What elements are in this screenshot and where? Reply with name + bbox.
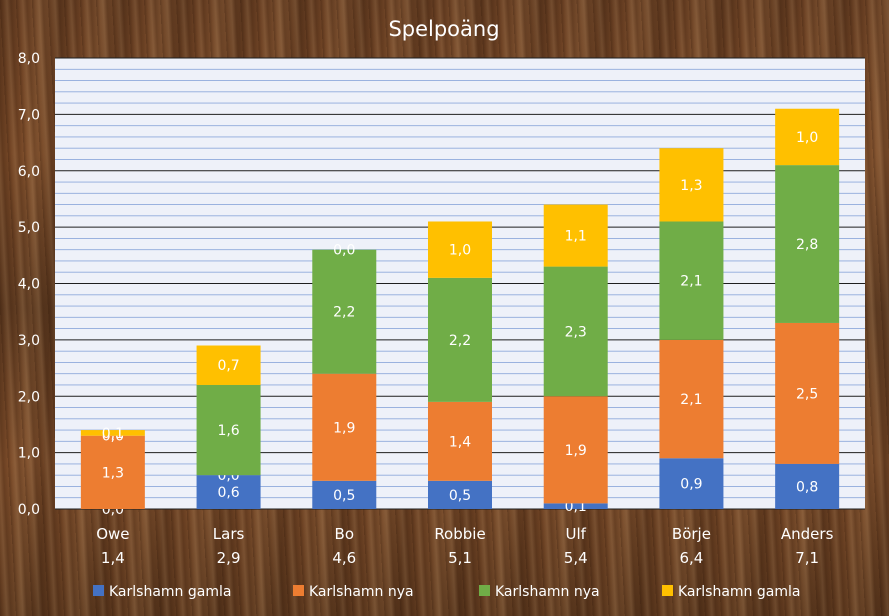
data-label: 1,4 — [449, 434, 471, 450]
legend-swatch — [662, 585, 673, 596]
bar-segment — [312, 480, 377, 509]
x-tick-label: Ulf — [565, 525, 586, 543]
x-tick-total: 5,1 — [448, 549, 472, 567]
bar-segment — [428, 401, 492, 481]
data-label: 1,3 — [102, 465, 124, 481]
bar-segment — [196, 384, 261, 476]
legend-swatch — [293, 585, 304, 596]
data-label: 0,9 — [680, 477, 702, 493]
bar-segment — [775, 165, 840, 323]
y-tick-label: 4,0 — [18, 277, 40, 293]
data-label: 2,1 — [680, 392, 702, 408]
bars: 0,01,30,00,10,60,01,60,70,51,92,20,00,51… — [80, 108, 840, 518]
x-tick-label: Anders — [781, 525, 834, 543]
bar-segment — [428, 277, 492, 402]
data-label: 0,1 — [102, 426, 124, 442]
data-label: 0,0 — [333, 243, 355, 259]
x-tick-label: Owe — [96, 525, 129, 543]
data-label: 2,2 — [449, 333, 471, 349]
data-label: 1,9 — [333, 420, 355, 436]
bar-segment — [428, 221, 492, 278]
bar-segment — [659, 221, 724, 340]
y-tick-label: 6,0 — [18, 164, 40, 180]
x-tick-label: Lars — [213, 525, 245, 543]
data-label: 1,0 — [449, 243, 471, 259]
bar-segment — [312, 249, 377, 374]
legend-label: Karlshamn nya — [309, 584, 414, 600]
x-axis-ticks: Owe 1,4 Lars 2,9 Bo 4,6 Robbie 5,1 Ulf 5,4 Börje 6,… — [96, 525, 833, 567]
legend-label: Karlshamn gamla — [678, 584, 800, 600]
y-axis-ticks: 0,0 1,0 2,0 3,0 4,0 5,0 6,0 7,0 8,0 — [18, 51, 40, 518]
bar-segment — [312, 373, 377, 481]
y-tick-label: 8,0 — [18, 51, 40, 67]
x-tick-total: 2,9 — [217, 549, 241, 567]
data-label: 2,2 — [333, 305, 355, 321]
legend-swatch — [479, 585, 490, 596]
data-label: 2,1 — [680, 274, 702, 290]
data-label: 1,3 — [680, 178, 702, 194]
legend: Karlshamn gamla Karlshamn nya Karlshamn ny… — [93, 584, 800, 600]
y-tick-label: 1,0 — [18, 446, 40, 462]
y-tick-label: 2,0 — [18, 389, 40, 405]
x-tick-total: 1,4 — [101, 549, 125, 567]
bar-segment — [543, 396, 608, 504]
y-tick-label: 0,0 — [18, 502, 40, 518]
bar-segment — [659, 339, 724, 459]
data-label: 1,0 — [796, 130, 818, 146]
data-label: 1,9 — [565, 443, 587, 459]
bar-segment — [775, 322, 840, 464]
bar-segment — [196, 345, 261, 385]
bar-segment — [659, 148, 724, 222]
x-tick-total: 5,4 — [564, 549, 588, 567]
x-tick-total: 4,6 — [332, 549, 356, 567]
data-label: 2,5 — [796, 386, 818, 402]
data-label: 2,8 — [796, 237, 818, 253]
chart-title: Spelpoäng — [388, 17, 499, 41]
bar-segment — [543, 266, 608, 397]
data-label: 2,3 — [565, 324, 587, 340]
legend-label: Karlshamn nya — [495, 584, 600, 600]
x-tick-label: Börje — [672, 525, 711, 543]
bar-segment — [80, 430, 145, 436]
data-label: 0,5 — [449, 488, 471, 504]
data-label: 1,1 — [565, 229, 587, 245]
bar-segment — [428, 480, 492, 509]
bar-segment — [775, 463, 840, 509]
data-label: 0,6 — [217, 485, 239, 501]
y-tick-label: 3,0 — [18, 333, 40, 349]
x-tick-label: Bo — [335, 525, 354, 543]
y-tick-label: 7,0 — [18, 107, 40, 123]
data-label: 0,7 — [217, 358, 239, 374]
data-label: 1,6 — [217, 423, 239, 439]
bar-segment — [196, 475, 261, 509]
legend-swatch — [93, 585, 104, 596]
legend-label: Karlshamn gamla — [109, 584, 231, 600]
data-label: 0,8 — [796, 479, 818, 495]
y-tick-label: 5,0 — [18, 220, 40, 236]
data-label: 0,5 — [333, 488, 355, 504]
x-tick-total: 6,4 — [679, 549, 703, 567]
x-tick-label: Robbie — [434, 525, 485, 543]
bar-segment — [659, 458, 724, 509]
bar-segment — [543, 204, 608, 267]
bar-segment — [543, 503, 608, 509]
x-tick-total: 7,1 — [795, 549, 819, 567]
bar-segment — [775, 108, 840, 166]
bar-segment — [80, 435, 145, 509]
